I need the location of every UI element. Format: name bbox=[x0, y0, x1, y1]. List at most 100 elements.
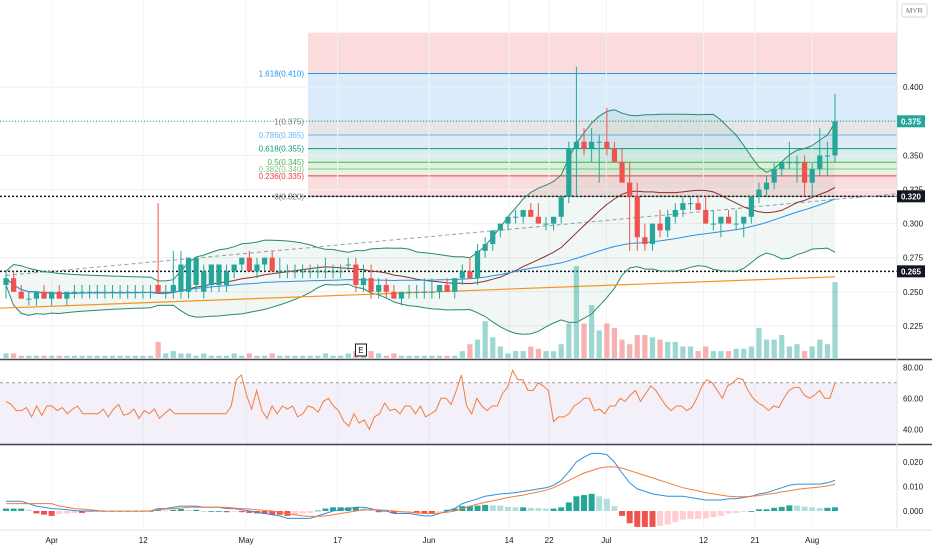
candle-body bbox=[277, 271, 283, 273]
macd-histogram-bar bbox=[596, 496, 603, 511]
volume-bar bbox=[155, 341, 161, 358]
volume-bar bbox=[627, 344, 633, 358]
price-label-box bbox=[897, 115, 925, 128]
volume-bar bbox=[436, 355, 443, 358]
candle-body bbox=[64, 291, 70, 299]
volume-bar bbox=[277, 355, 283, 358]
candle-body bbox=[543, 223, 549, 225]
candle-body bbox=[330, 271, 336, 273]
candle-body bbox=[809, 169, 815, 183]
macd-histogram-bar bbox=[223, 511, 230, 513]
candle-body bbox=[748, 196, 754, 217]
macd-histogram-bar bbox=[535, 508, 542, 511]
signal-line bbox=[6, 466, 836, 517]
macd-histogram-bar bbox=[520, 507, 527, 511]
volume-bar bbox=[315, 355, 321, 358]
fib-label: 0.382(0.340) bbox=[259, 165, 305, 174]
price-tick-label: 0.325 bbox=[903, 186, 924, 195]
macd-histogram-bar bbox=[504, 506, 511, 511]
price-label-box bbox=[897, 190, 925, 203]
volume-bar bbox=[543, 351, 549, 358]
macd-histogram-bar bbox=[679, 511, 686, 520]
price-tick-label: 0.275 bbox=[903, 254, 924, 263]
bollinger-lower bbox=[5, 247, 836, 335]
candle-body bbox=[3, 278, 9, 285]
candle-body bbox=[520, 209, 526, 217]
volume-bar bbox=[414, 355, 420, 358]
volume-bar bbox=[421, 355, 427, 358]
volume-bar bbox=[680, 346, 686, 358]
macd-histogram-bar bbox=[512, 507, 519, 511]
candle-body bbox=[109, 291, 116, 293]
candle-body bbox=[824, 155, 830, 157]
candle-body bbox=[550, 216, 557, 224]
volume-bar bbox=[505, 353, 511, 358]
candle-body bbox=[284, 271, 291, 273]
candle-body bbox=[269, 257, 275, 272]
volume-bar bbox=[231, 353, 237, 358]
volume-bar bbox=[763, 339, 770, 358]
candle-body bbox=[710, 223, 716, 225]
fib-zone-236 bbox=[308, 175, 897, 197]
fib-label: 0(0.320) bbox=[274, 192, 304, 201]
candle-body bbox=[665, 216, 671, 231]
macd-histogram-bar bbox=[261, 511, 268, 514]
fib-zone-top bbox=[308, 32, 897, 74]
candle-body bbox=[695, 203, 701, 210]
volume-bar bbox=[771, 339, 777, 358]
candle-body bbox=[345, 264, 351, 266]
macd-histogram-bar bbox=[748, 511, 755, 512]
volume-bar bbox=[619, 339, 625, 358]
candle-body bbox=[497, 223, 503, 231]
volume-bar bbox=[71, 355, 78, 358]
macd-tick-label: 0.020 bbox=[903, 458, 924, 467]
candle-body bbox=[482, 244, 488, 251]
volume-bar bbox=[109, 355, 116, 358]
fib-zone-382 bbox=[308, 169, 897, 176]
macd-histogram-bar bbox=[793, 505, 800, 511]
macd-histogram-bar bbox=[10, 508, 17, 511]
macd-histogram-bar bbox=[48, 511, 55, 516]
volume-bar bbox=[376, 353, 382, 358]
macd-histogram-bar bbox=[657, 511, 664, 526]
candle-body bbox=[94, 291, 100, 293]
price-tick-label: 0.225 bbox=[903, 322, 924, 331]
candle-body bbox=[771, 169, 777, 183]
candle-body bbox=[604, 141, 610, 149]
fib-zone-786 bbox=[308, 134, 897, 149]
macd-line bbox=[6, 452, 836, 519]
volume-bar bbox=[147, 355, 154, 358]
candle-body bbox=[832, 121, 838, 156]
candle-body bbox=[672, 209, 678, 217]
candle-body bbox=[307, 271, 313, 273]
volume-bar bbox=[581, 323, 587, 358]
time-tick-label: 22 bbox=[545, 536, 554, 545]
volume-bar bbox=[452, 355, 458, 358]
candles[interactable] bbox=[3, 66, 838, 306]
candle-body bbox=[467, 271, 473, 279]
candle-body bbox=[414, 291, 420, 293]
volume-bar bbox=[801, 351, 808, 358]
macd-histogram-bar bbox=[649, 511, 656, 527]
volume-bar bbox=[528, 346, 534, 358]
volume-bar bbox=[733, 348, 739, 358]
price-tick-label: 0.400 bbox=[903, 83, 924, 92]
candle-body bbox=[239, 257, 245, 265]
candle-body bbox=[315, 271, 321, 273]
fib-label: 0.236(0.335) bbox=[259, 172, 305, 181]
time-tick-label: Jun bbox=[423, 536, 436, 545]
time-tick-label: Apr bbox=[46, 536, 59, 545]
candle-body bbox=[512, 216, 519, 218]
macd-histogram-bar bbox=[63, 511, 70, 514]
volume-bar bbox=[824, 344, 830, 358]
candle-body bbox=[292, 271, 298, 273]
macd-tick-label: 0.010 bbox=[903, 483, 924, 492]
volume-bar bbox=[832, 282, 838, 358]
volume-bar bbox=[604, 323, 610, 358]
candle-body bbox=[421, 291, 427, 293]
macd-histogram-bar bbox=[565, 502, 572, 511]
candle-body bbox=[474, 250, 481, 279]
volume-bar bbox=[140, 355, 146, 358]
volume-bar bbox=[307, 355, 313, 358]
candle-body bbox=[360, 278, 367, 285]
